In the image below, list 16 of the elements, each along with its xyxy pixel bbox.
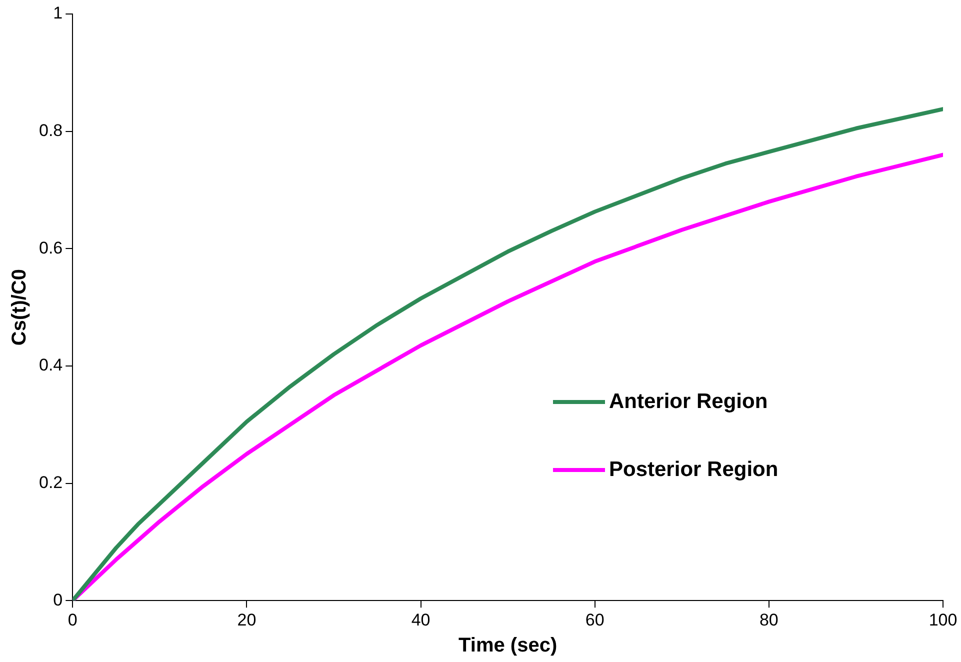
x-tick-label: 80 — [759, 610, 778, 630]
y-tick-label: 0.8 — [38, 121, 63, 140]
x-tick-label: 0 — [68, 610, 78, 630]
y-axis-title: Cs(t)/C0 — [8, 268, 31, 346]
x-tick-label: 60 — [585, 610, 604, 630]
legend-label: Posterior Region — [609, 458, 778, 481]
x-axis-title: Time (sec) — [458, 634, 558, 657]
legend-label: Anterior Region — [609, 390, 768, 413]
x-tick-label: 100 — [928, 610, 958, 630]
x-tick-label: 40 — [411, 610, 430, 630]
x-tick-label: 20 — [237, 610, 256, 630]
y-tick-label: 1 — [53, 4, 63, 23]
y-tick-label: 0.6 — [38, 238, 63, 258]
y-tick-label: 0 — [53, 590, 63, 610]
y-tick-label: 0.4 — [38, 356, 63, 375]
y-tick-label: 0.2 — [38, 472, 63, 492]
